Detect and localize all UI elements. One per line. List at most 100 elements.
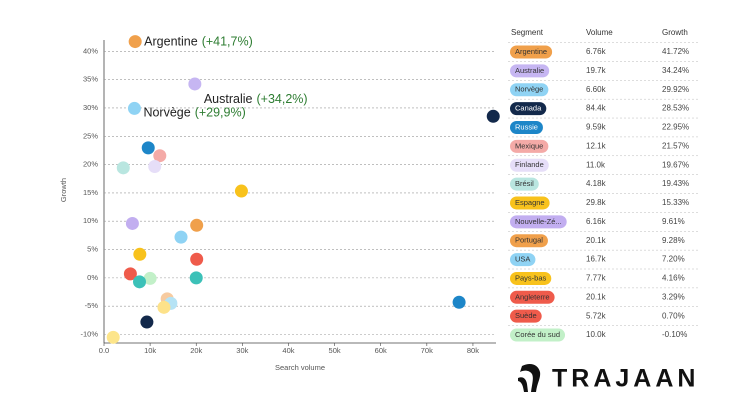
annotation-label: Argentine <box>144 35 198 49</box>
data-point <box>116 161 130 175</box>
x-tick-label: 80k <box>467 346 479 355</box>
data-point <box>174 230 188 244</box>
y-tick-label: 5% <box>87 245 98 254</box>
growth-cell: -0.10% <box>662 330 687 339</box>
volume-cell: 7.77k <box>586 274 607 283</box>
segment-pill <box>510 120 543 134</box>
annotation: Argentine (+41,7%) <box>144 35 253 49</box>
growth-cell: 4.16% <box>662 274 685 283</box>
volume-cell: 29.8k <box>586 198 607 207</box>
annotation: Australie (+34,2%) <box>204 92 308 106</box>
segment-label: Nouvelle-Zé... <box>515 217 562 226</box>
segment-label: Argentine <box>515 47 547 56</box>
data-point <box>123 267 137 281</box>
segment-label: Pays-bas <box>515 273 547 282</box>
data-point <box>143 271 157 285</box>
growth-cell: 28.53% <box>662 104 689 113</box>
volume-cell: 84.4k <box>586 104 607 113</box>
logo-text: TRAJAAN <box>552 365 699 393</box>
growth-cell: 34.24% <box>662 66 689 75</box>
data-point <box>486 109 500 123</box>
x-tick-label: 20k <box>190 346 202 355</box>
data-point <box>452 295 466 309</box>
segment-label: Corée du sud <box>515 330 560 339</box>
logo-icon <box>518 377 528 392</box>
growth-cell: 21.57% <box>662 141 689 150</box>
segment-pill <box>510 158 549 172</box>
segment-label: Finlande <box>515 160 544 169</box>
table-header: Segment <box>511 28 544 37</box>
volume-cell: 9.59k <box>586 123 607 132</box>
growth-cell: 19.43% <box>662 179 689 188</box>
growth-cell: 22.95% <box>662 123 689 132</box>
segment-pill <box>510 83 549 97</box>
segment-label: Brésil <box>515 179 534 188</box>
x-tick-label: 60k <box>375 346 387 355</box>
segment-label: Portugal <box>515 236 543 245</box>
segment-label: Canada <box>515 104 542 113</box>
y-tick-label: 40% <box>83 46 98 55</box>
growth-cell: 0.70% <box>662 311 685 320</box>
y-tick-label: 15% <box>83 188 98 197</box>
segment-label: Russie <box>515 122 538 131</box>
volume-cell: 19.7k <box>586 66 607 75</box>
annotation-label: Australie <box>204 92 253 106</box>
x-tick-label: 70k <box>421 346 433 355</box>
segment-pill <box>510 215 567 229</box>
y-tick-label: -5% <box>85 301 99 310</box>
y-axis-label: Growth <box>59 178 68 202</box>
volume-cell: 12.1k <box>586 141 607 150</box>
segment-label: Suède <box>515 311 537 320</box>
data-point <box>190 252 204 266</box>
annotation-label: Norvège <box>143 106 190 120</box>
volume-cell: 4.18k <box>586 179 607 188</box>
y-tick-label: 25% <box>83 131 98 140</box>
segment-label: Angleterre <box>515 292 550 301</box>
data-point <box>141 141 155 155</box>
growth-cell: 15.33% <box>662 198 689 207</box>
y-tick-label: 35% <box>83 75 98 84</box>
volume-cell: 10.0k <box>586 330 607 339</box>
growth-cell: 29.92% <box>662 85 689 94</box>
x-tick-label: 40k <box>282 346 294 355</box>
x-tick-label: 0.0 <box>99 346 109 355</box>
data-point <box>125 216 139 230</box>
segment-pill <box>510 271 552 285</box>
logo: TRAJAAN <box>518 364 699 393</box>
data-point <box>157 300 171 314</box>
y-tick-label: 20% <box>83 160 98 169</box>
segment-pill <box>510 177 539 191</box>
growth-cell: 41.72% <box>662 47 689 56</box>
table-header: Volume <box>586 28 613 37</box>
segment-pill <box>510 45 553 59</box>
y-tick-label: 10% <box>83 216 98 225</box>
volume-cell: 6.76k <box>586 47 607 56</box>
data-point <box>148 159 162 173</box>
growth-cell: 9.28% <box>662 236 685 245</box>
growth-cell: 19.67% <box>662 160 689 169</box>
table-header: Growth <box>662 28 688 37</box>
data-point <box>106 330 120 344</box>
annotation-change: (+29,9%) <box>195 106 246 120</box>
segment-pill <box>510 196 550 210</box>
growth-cell: 3.29% <box>662 292 685 301</box>
data-point <box>153 149 167 163</box>
annotation-change: (+41,7%) <box>202 35 253 49</box>
data-point <box>190 218 204 232</box>
data-point <box>234 184 248 198</box>
growth-cell: 7.20% <box>662 255 685 264</box>
segment-pill <box>510 253 536 267</box>
segment-pill <box>510 102 547 116</box>
y-tick-label: 0% <box>87 273 98 282</box>
volume-cell: 20.1k <box>586 292 607 301</box>
volume-cell: 5.72k <box>586 311 607 320</box>
x-axis-label: Search volume <box>275 363 325 372</box>
y-tick-label: -10% <box>80 329 98 338</box>
segment-pill <box>510 290 555 304</box>
annotation-change: (+34,2%) <box>256 92 307 106</box>
data-point <box>128 35 142 49</box>
segment-pill <box>510 309 542 323</box>
segment-pill <box>510 234 548 248</box>
segment-pill <box>510 328 566 342</box>
